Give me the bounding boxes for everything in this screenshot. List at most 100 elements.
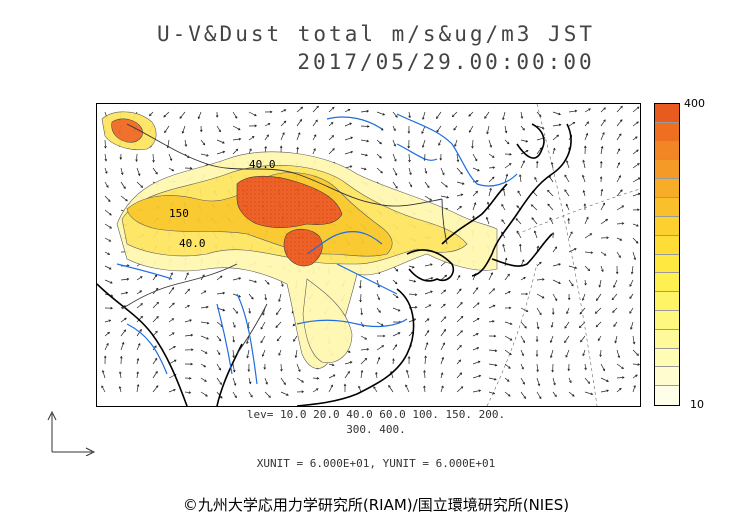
wind-vector-head (189, 377, 192, 380)
wind-vector-head (407, 131, 411, 134)
wind-vector (216, 292, 225, 295)
wind-vector-head (222, 150, 226, 154)
wind-vector (600, 132, 605, 141)
wind-vector-head (461, 182, 465, 185)
wind-vector (104, 343, 109, 351)
wind-vector (632, 363, 640, 365)
wind-vector-head (458, 359, 462, 363)
wind-vector-head (394, 281, 398, 285)
wind-vector-head (260, 340, 263, 344)
wind-vector (216, 335, 222, 342)
wind-vector-head (412, 265, 415, 269)
wind-vector (456, 288, 462, 295)
wind-vector-head (533, 230, 537, 234)
wind-vector (630, 321, 634, 330)
wind-vector-head (613, 324, 616, 328)
wind-vector (584, 121, 589, 127)
wind-vector-head (603, 253, 607, 256)
wind-vector-head (332, 374, 336, 377)
wind-vector-head (508, 306, 512, 310)
wind-vector (216, 139, 225, 144)
wind-vector-head (382, 112, 386, 116)
wind-vector (136, 181, 143, 188)
wind-vector-head (580, 339, 583, 343)
wind-vector-head (630, 327, 633, 330)
wind-vector (616, 363, 624, 369)
wind-vector (200, 139, 205, 146)
wind-vector-head (373, 386, 376, 389)
wind-vector-head (120, 172, 124, 176)
wind-vector (551, 162, 554, 169)
wind-vector (568, 122, 575, 127)
wind-vector-head (477, 168, 480, 172)
wind-vector-head (570, 231, 573, 234)
wind-vector (104, 153, 107, 161)
wind-vector-head (459, 372, 463, 375)
wind-vector (456, 153, 459, 162)
color-scale-segment (655, 122, 679, 142)
wind-vector-head (247, 369, 251, 372)
wind-vector (536, 307, 542, 315)
wind-vector (600, 349, 602, 357)
wind-vector (276, 307, 282, 315)
wind-vector-head (203, 364, 207, 368)
wind-vector-head (458, 288, 462, 292)
wind-vector-head (476, 347, 480, 350)
wind-vector-head (286, 393, 289, 396)
color-scale-max-label: 400 (684, 97, 705, 110)
wind-vector-head (332, 148, 335, 151)
wind-vector-head (606, 389, 609, 393)
wind-vector (260, 321, 266, 330)
wind-vector (632, 177, 640, 183)
wind-vector (120, 195, 128, 202)
wind-vector-head (261, 354, 265, 357)
wind-vector (184, 319, 192, 323)
wind-vector-head (250, 394, 253, 398)
wind-vector (454, 139, 458, 147)
wind-vector-head (516, 230, 519, 234)
wind-vector-head (251, 296, 254, 300)
wind-vector-head (233, 383, 237, 386)
wind-vector (328, 148, 335, 155)
wind-vector (520, 391, 526, 399)
wind-vector-head (109, 212, 112, 216)
wind-vector (200, 335, 209, 340)
wind-vector (152, 167, 158, 175)
wind-vector-head (393, 144, 397, 147)
wind-vector (344, 361, 352, 365)
wind-vector-head (567, 297, 571, 301)
wind-vector-head (343, 383, 347, 387)
wind-vector-head (155, 287, 159, 291)
wind-vector (520, 349, 524, 356)
color-scale-segment (655, 386, 679, 405)
wind-vector (456, 302, 463, 309)
wind-vector (248, 111, 257, 117)
wind-vector-head (550, 325, 554, 328)
wind-vector-head (218, 367, 221, 371)
wind-vector-head (106, 185, 109, 188)
wind-vector-head (493, 334, 497, 338)
wind-vector-head (630, 271, 634, 275)
wind-vector-head (509, 322, 513, 326)
wind-vector-head (569, 380, 572, 384)
wind-vector-head (471, 145, 474, 149)
wind-vector (248, 293, 254, 300)
wind-vector (312, 134, 317, 141)
wind-vector (552, 111, 561, 115)
wind-vector-head (206, 337, 209, 340)
wind-vector (599, 279, 602, 288)
wind-vector-head (232, 355, 235, 359)
wind-vector-head (421, 145, 425, 148)
wind-vector (520, 377, 525, 385)
wind-vector (568, 279, 574, 287)
wind-vector-head (347, 108, 351, 112)
wind-vector-head (599, 160, 603, 164)
wind-vector (424, 342, 428, 351)
wind-vector (182, 125, 186, 134)
wind-vector-head (217, 352, 221, 356)
wind-vector-head (564, 340, 567, 344)
wind-vector (376, 321, 384, 326)
wind-vector-head (174, 359, 177, 363)
dust-region-northwest-core (111, 118, 143, 143)
wind-vector-head (137, 173, 141, 177)
